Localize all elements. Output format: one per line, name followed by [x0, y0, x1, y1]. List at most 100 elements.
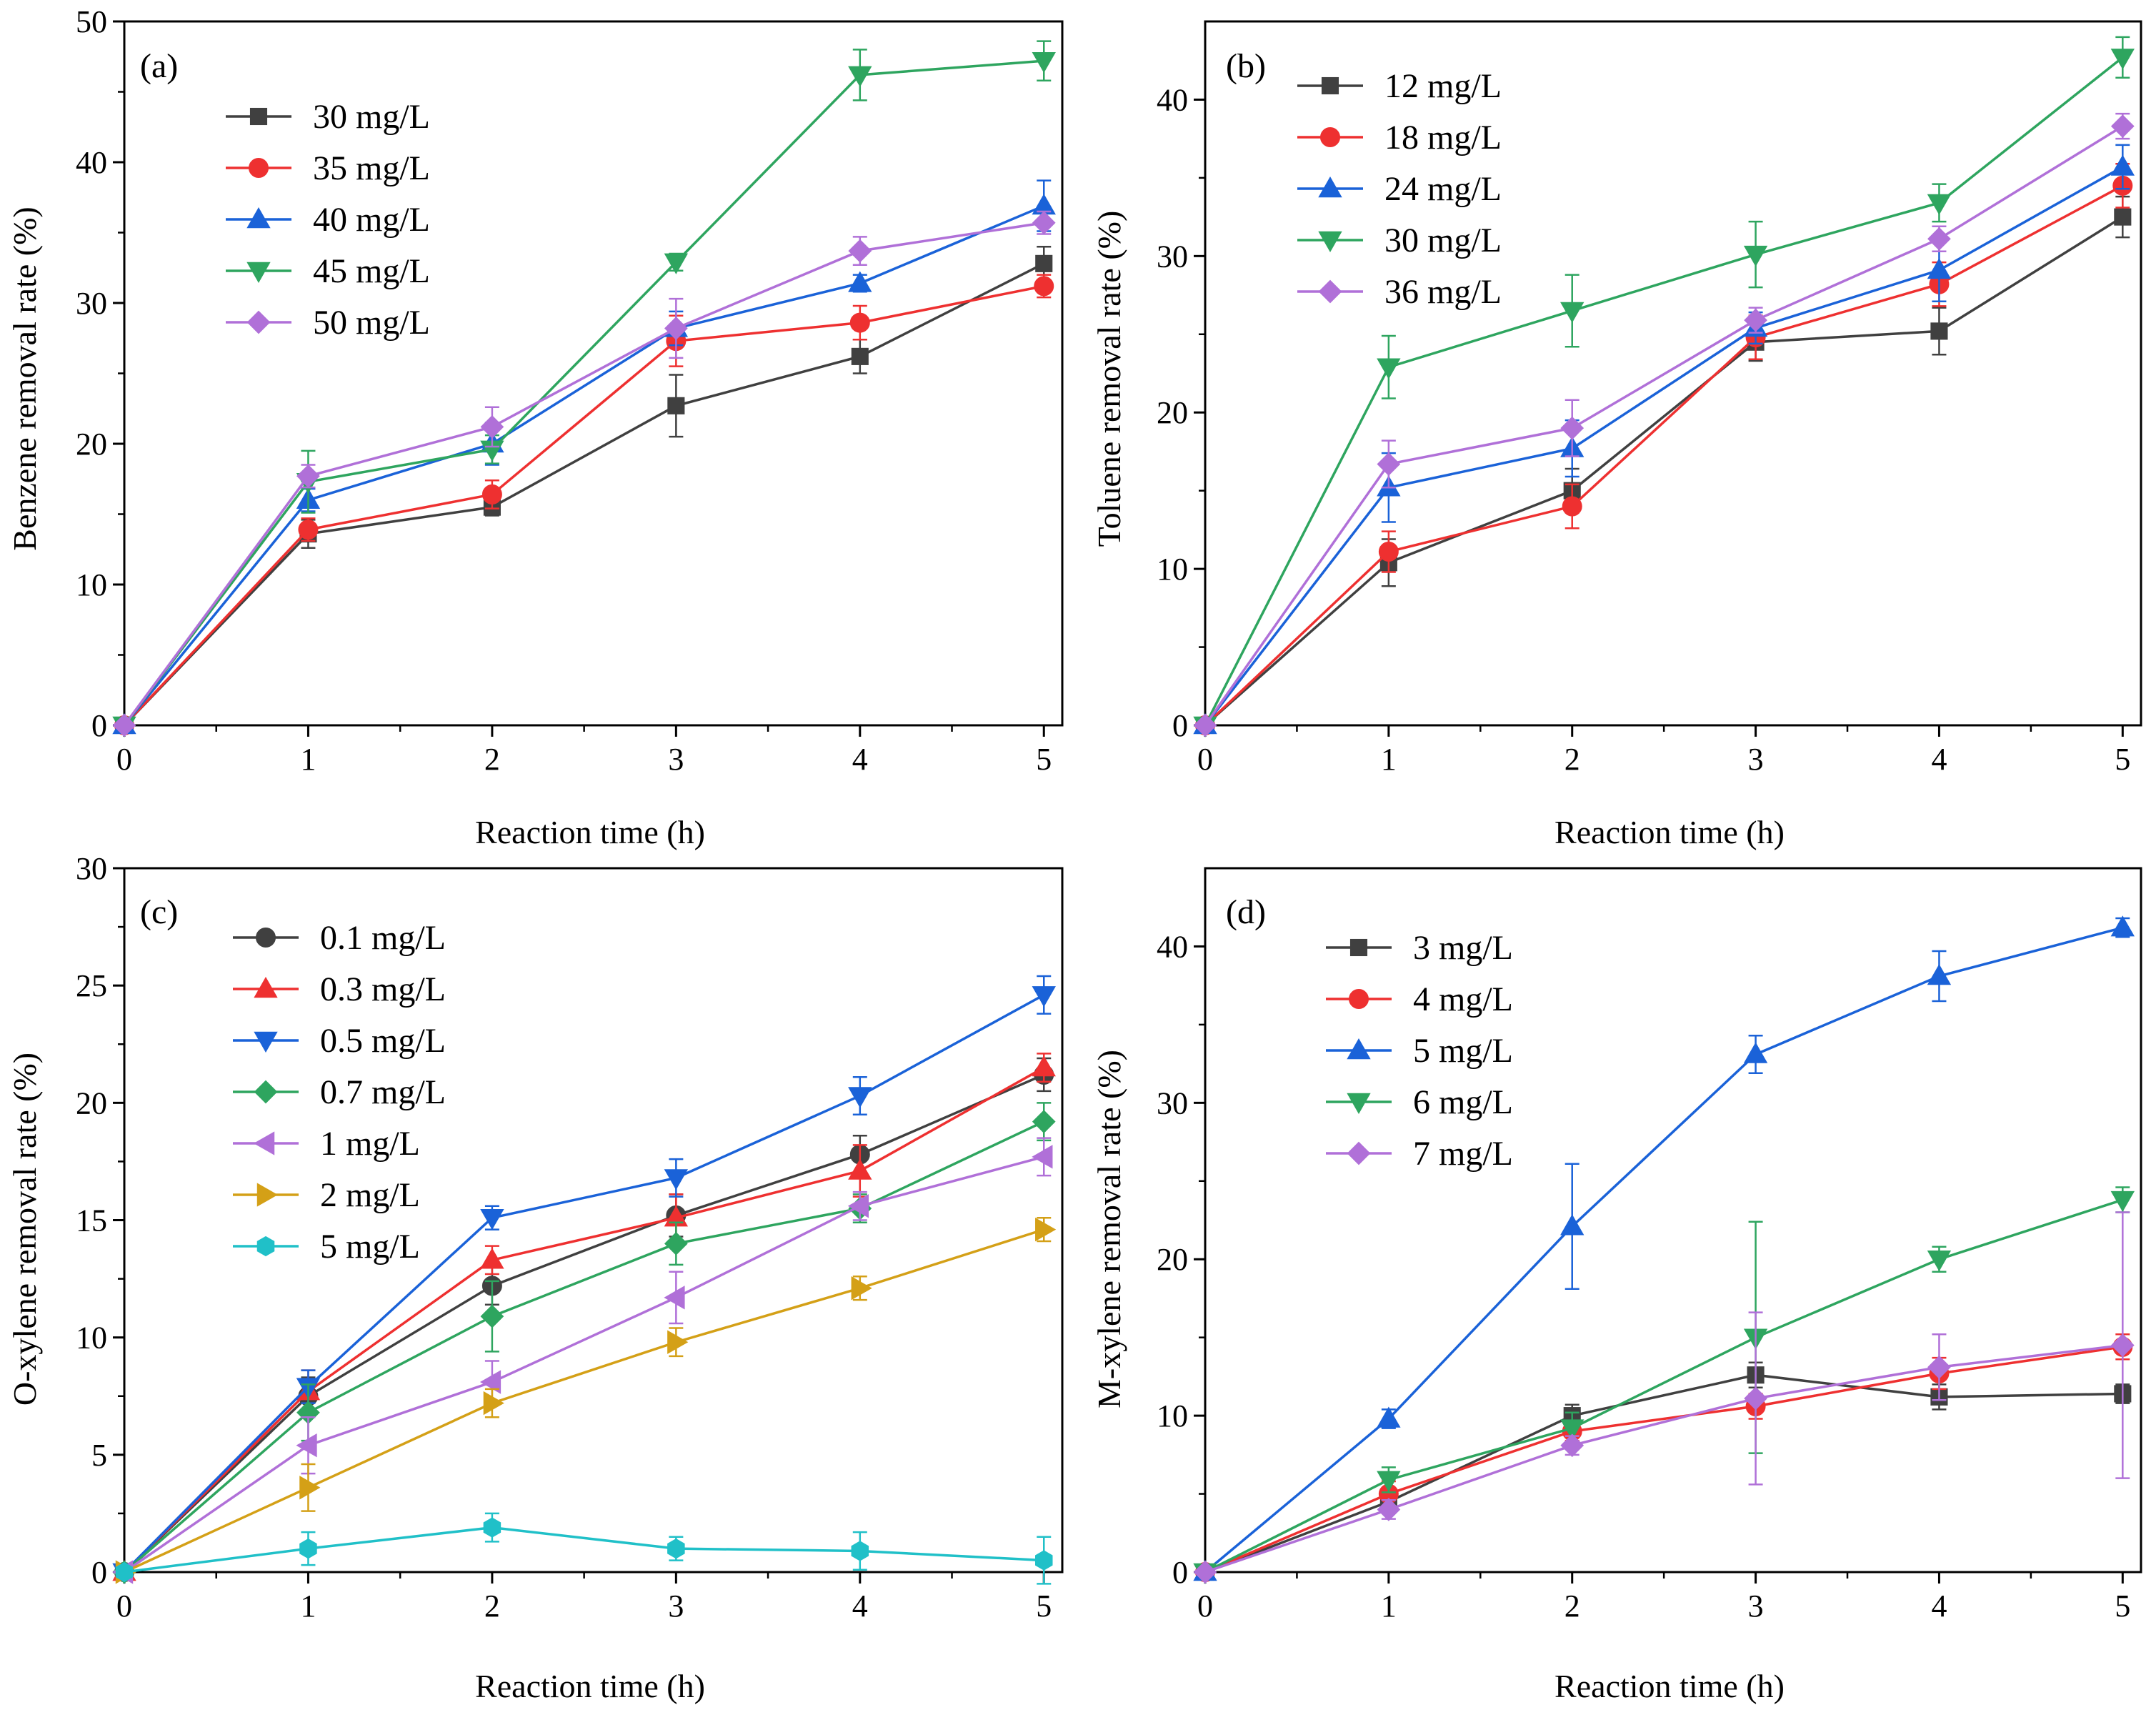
- panel-d-series-5-mg-l-point: [2110, 915, 2135, 937]
- panel-b-series-30-mg-l-line: [1204, 56, 2124, 726]
- panel-a-series-30-mg-l-line: [123, 262, 1045, 727]
- panel-b-y-tick-label: 0: [1172, 708, 1188, 743]
- panel-b-series-18-mg-l-line: [1204, 184, 2124, 727]
- panel-a-y-axis-title: Benzene removal rate (%): [6, 207, 43, 550]
- panel-d-series-6-mg-l-point: [1377, 1471, 1401, 1492]
- panel-d-series-5-mg-l-line: [1204, 926, 2123, 1574]
- panel-b-legend-label: 24 mg/L: [1384, 170, 1502, 208]
- panel-b-legend-marker: [1318, 177, 1342, 198]
- panel-c-series-0p7-mg-l-point: [480, 1304, 504, 1328]
- panel-c-legend-marker: [254, 1080, 278, 1104]
- panel-b-series-30-mg-l-point: [1927, 194, 1952, 215]
- panel-a-legend-label: 40 mg/L: [313, 201, 430, 239]
- panel-a-series-45-mg-l-point: [1032, 51, 1056, 74]
- panel-b-series-12-mg-l-point: [1930, 322, 1948, 340]
- panel-b-series-24-mg-l-line: [1204, 166, 2124, 727]
- panel-c-series-0p7-mg-l-point: [1032, 1110, 1056, 1133]
- panel-c-y-tick-label: 5: [91, 1438, 107, 1473]
- panel-c-series-2-mg-l-point: [483, 1391, 504, 1416]
- panel-a-series-40-mg-l-point: [848, 271, 872, 292]
- panel-c-series-2-mg-l-point: [667, 1330, 689, 1354]
- panel-d-series-7-mg-l-point: [1560, 1433, 1584, 1458]
- panel-a-y-tick-label: 30: [76, 286, 107, 321]
- panel-d-series-6-mg-l-point: [2110, 1190, 2135, 1213]
- panel-d-legend-marker: [1349, 989, 1369, 1009]
- panel-a-x-tick-label: 3: [668, 742, 684, 777]
- panel-a-label: (a): [140, 47, 178, 85]
- panel-b-series-36-mg-l-line: [1204, 125, 2124, 727]
- panel-d-series-6-mg-l-line: [1204, 1198, 2123, 1574]
- panel-c-y-tick-label: 20: [76, 1085, 107, 1120]
- panel-b-series-30-mg-l-point: [1743, 245, 1768, 267]
- panel-c-legend-label: 2 mg/L: [320, 1176, 420, 1214]
- panel-b-label: (b): [1226, 47, 1266, 85]
- panel-a-series-30-mg-l-point: [667, 397, 685, 414]
- panel-c-series-5-mg-l-point: [299, 1538, 317, 1559]
- panel-b-y-tick-label: 20: [1157, 395, 1188, 430]
- panel-c-series-0p5-mg-l-line: [123, 993, 1045, 1574]
- panel-c: (c) O-xylene removal rate (%) Reaction t…: [6, 851, 1064, 1704]
- panel-a-y-tick-label: 50: [76, 4, 107, 39]
- panel-b: (b) Toluene removal rate (%) Reaction ti…: [1091, 20, 2142, 850]
- panel-c-series-0p5-mg-l-point: [1032, 986, 1056, 1008]
- panel-c-x-tick-label: 0: [116, 1589, 132, 1624]
- panel-d-label: (d): [1226, 893, 1266, 931]
- panel-d-series-7-mg-l-point: [1744, 1386, 1767, 1411]
- panel-a-legend-label: 45 mg/L: [313, 252, 430, 290]
- panel-c-legend-marker: [254, 1131, 275, 1155]
- panel-d-series-4-mg-l-line: [1204, 1346, 2123, 1574]
- panel-d-series-5-mg-l-point: [1927, 964, 1952, 985]
- panel-a-series-40-mg-l-line: [123, 204, 1044, 727]
- panel-b-y-tick-label: 10: [1157, 552, 1188, 587]
- panel-d-series-7-mg-l-point: [1193, 1560, 1217, 1584]
- panel-a-legend-marker: [249, 158, 269, 178]
- panel-c-legend-marker: [256, 1236, 275, 1257]
- panel-b-y-axis-title: Toluene removal rate (%): [1091, 211, 1127, 547]
- panel-d-x-tick-label: 2: [1564, 1589, 1580, 1624]
- panel-b-legend-label: 12 mg/L: [1384, 67, 1502, 105]
- panel-c-legend-marker: [254, 1031, 278, 1053]
- panel-c-series-1-mg-l-point: [847, 1194, 869, 1218]
- panel-d-legend-label: 4 mg/L: [1413, 980, 1513, 1018]
- panel-c-series-0p3-mg-l-line: [123, 1066, 1045, 1574]
- panel-d-y-tick-label: 20: [1157, 1242, 1188, 1277]
- panel-c-y-tick-label: 15: [76, 1203, 107, 1238]
- panel-d-series-7-mg-l-point: [1377, 1498, 1401, 1521]
- panel-d-series-7-mg-l-point: [1927, 1355, 1951, 1379]
- panel-c-series-0p5-mg-l-point: [848, 1087, 872, 1108]
- panel-d-legend-label: 7 mg/L: [1413, 1135, 1513, 1173]
- panel-d-legend-label: 5 mg/L: [1413, 1032, 1513, 1070]
- panel-d-plot-frame: [1204, 867, 2142, 1574]
- panel-b-series-24-mg-l-point: [2110, 154, 2135, 176]
- panel-c-x-tick-label: 4: [852, 1589, 868, 1624]
- panel-b-series-30-mg-l-point: [2110, 49, 2135, 70]
- panel-a-legend-marker: [246, 207, 271, 229]
- panel-d-series-5-mg-l-point: [1743, 1042, 1768, 1063]
- panel-a-x-tick-label: 2: [484, 742, 500, 777]
- panel-b-series-24-mg-l-point: [1927, 258, 1952, 279]
- panel-c-x-tick-label: 5: [1036, 1589, 1052, 1624]
- panel-a-x-tick-label: 1: [300, 742, 316, 777]
- panel-d-y-tick-label: 0: [1172, 1555, 1188, 1590]
- panel-c-series-2-mg-l-line: [124, 1228, 1044, 1574]
- panel-a-series-50-mg-l-line: [123, 221, 1044, 727]
- panel-d-y-tick-label: 10: [1157, 1398, 1188, 1433]
- panel-a-series-50-mg-l-point: [480, 414, 504, 439]
- panel-d-legend-marker: [1347, 1093, 1371, 1114]
- panel-c-legend-marker: [256, 928, 276, 948]
- panel-b-series-36-mg-l-point: [2110, 114, 2135, 139]
- panel-d-series-5-mg-l-point: [1377, 1406, 1401, 1428]
- panel-b-series-12-mg-l-line: [1204, 216, 2124, 727]
- panel-a-y-tick-label: 20: [76, 427, 107, 462]
- panel-a-x-axis-title: Reaction time (h): [475, 814, 705, 850]
- panel-b-legend-label: 18 mg/L: [1384, 119, 1502, 156]
- panel-c-y-tick-label: 0: [91, 1555, 107, 1590]
- panel-a-series-35-mg-l-line: [123, 284, 1044, 727]
- panel-a-series-45-mg-l-point: [848, 66, 872, 87]
- panel-b-legend-marker: [1320, 127, 1340, 147]
- panel-a-series-30-mg-l-point: [1035, 254, 1053, 272]
- panel-d-legend-label: 6 mg/L: [1413, 1083, 1513, 1121]
- panel-b-series-18-mg-l-point: [1562, 496, 1582, 517]
